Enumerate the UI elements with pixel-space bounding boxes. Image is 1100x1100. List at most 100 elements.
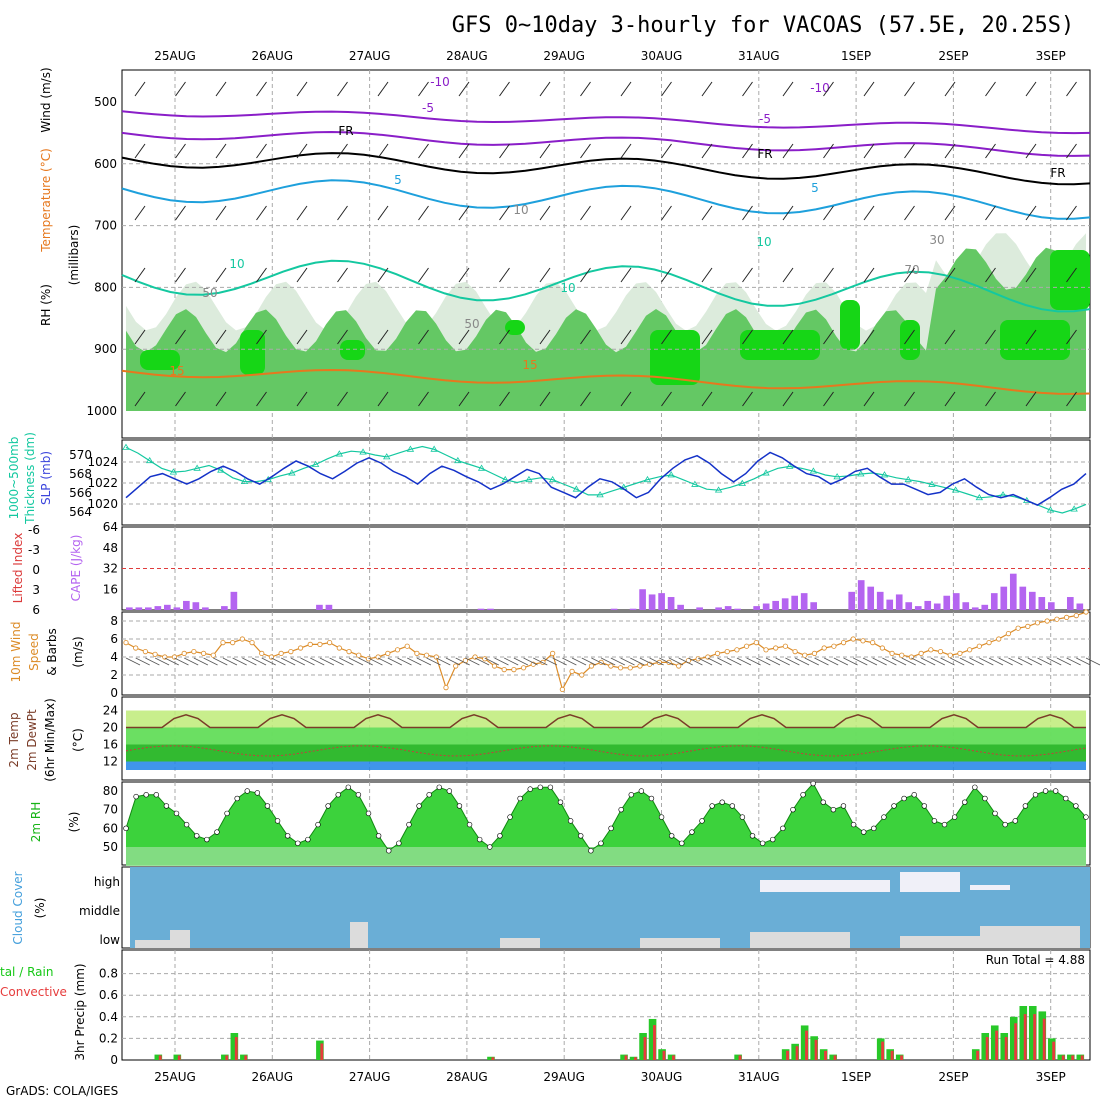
cape-bar: [772, 600, 779, 610]
wind-barb-icon: [824, 657, 839, 666]
cape-bar: [1038, 597, 1046, 610]
wind-barb-icon: [904, 267, 915, 283]
temp-ylabel-unit: (°C): [71, 728, 85, 752]
wind-barb-icon: [823, 81, 834, 97]
wind-barb-icon: [891, 657, 907, 666]
wind-barb-icon: [256, 81, 267, 97]
thickness-point: [477, 464, 486, 471]
wind-barb-icon: [296, 329, 308, 345]
rh-point: [426, 792, 432, 798]
wind-barb-icon: [337, 81, 348, 97]
wind-barb-icon: [418, 205, 429, 221]
wind-barb-icon: [1066, 391, 1077, 407]
cape-tick: 16: [103, 582, 118, 596]
wind-barb-icon: [944, 267, 956, 283]
wind-barb-icon: [904, 81, 915, 97]
wind-speed-point: [375, 654, 381, 660]
cape-bar: [487, 608, 494, 610]
high-cloud: [900, 872, 960, 892]
wind-barb-icon: [134, 267, 146, 283]
wind-speed-point: [967, 647, 973, 653]
convective-bar: [1080, 1055, 1084, 1060]
wind-speed-point: [763, 647, 769, 653]
wind-barb-icon: [862, 657, 878, 666]
wind-barb-icon: [377, 657, 393, 666]
precip-bar: [1000, 1033, 1009, 1060]
wind-barb-icon: [377, 81, 389, 97]
wind-barb-icon: [135, 657, 150, 666]
wind-barb-icon: [215, 391, 227, 407]
convective-bar: [985, 1037, 989, 1060]
panel-frame: [121, 69, 1091, 439]
wind-speed-point: [782, 643, 788, 649]
cape-bar: [1000, 586, 1008, 610]
rh-point: [183, 821, 190, 828]
pressure-tick: 1000: [86, 404, 117, 418]
rh-point: [951, 814, 958, 820]
li-tick: 3: [32, 583, 40, 597]
convective-bar: [1014, 1023, 1018, 1060]
slp-ylabel-thickness-a: 1000~500mb: [7, 437, 21, 520]
wind-speed-point: [744, 643, 750, 649]
wind-barb-icon: [661, 81, 672, 97]
convective-bar: [881, 1041, 885, 1060]
wind-speed-point: [1083, 609, 1089, 615]
wind-barb-icon: [251, 657, 267, 666]
wind-barb-icon: [814, 657, 829, 666]
wind-barb-icon: [630, 657, 645, 666]
wind-barb-icon: [474, 657, 490, 666]
wind-speed-point: [860, 638, 866, 644]
contour-label: 50: [464, 317, 479, 331]
rh-point: [123, 825, 129, 832]
cape-bar: [724, 606, 732, 610]
wind-ylabel-unit: (m/s): [71, 636, 85, 667]
profile-panel: 500 600 700 800 900 1000 -10 -10 -5 -5 FR FR FR 5 5 10 1…: [39, 67, 1091, 439]
wind-barb-icon: [552, 657, 567, 666]
cape-bar: [316, 604, 323, 610]
wind-speed-point: [394, 647, 401, 653]
convective-bar: [738, 1055, 742, 1060]
wind-barb-icon: [950, 657, 965, 666]
wind-barb-icon: [499, 391, 510, 407]
precip-bar: [1047, 1038, 1056, 1060]
precip-bar: [829, 1054, 837, 1060]
convective-bar: [1033, 1014, 1037, 1060]
rh-point: [436, 784, 442, 790]
date-label-bottom: 31AUG: [738, 1070, 780, 1084]
wind-barb-icon: [580, 81, 591, 97]
rh-point: [840, 803, 847, 809]
thickness-point: [785, 462, 794, 469]
wind-barb-icon: [215, 143, 227, 159]
precip-tick: 0.2: [99, 1031, 118, 1045]
cape-bar: [715, 607, 722, 610]
wind-barb-icon: [571, 657, 587, 666]
wind-barb-icon: [985, 205, 996, 221]
rh-point: [335, 792, 341, 798]
wind-speed-point: [879, 645, 885, 651]
date-label-top: 1SEP: [841, 49, 871, 63]
slp-ylabel-slp: SLP (mb): [39, 451, 53, 505]
wind-barb-icon: [930, 657, 946, 666]
rh-point: [214, 829, 220, 835]
low-cloud: [750, 932, 850, 948]
wind-speed-point: [976, 643, 982, 649]
wind-barb-icon: [256, 391, 267, 407]
cape-bar: [639, 589, 646, 610]
rh-point: [143, 792, 149, 798]
precip-bar: [620, 1054, 628, 1060]
precip-bar: [895, 1054, 904, 1060]
wind-barb-icon: [458, 391, 470, 407]
cape-ylabel-cape: CAPE (J/kg): [69, 535, 83, 602]
thickness-point: [975, 493, 984, 501]
wind-barb-icon: [736, 657, 752, 666]
wind-barb-icon: [377, 391, 389, 407]
wind-barb-icon: [988, 657, 1004, 666]
wind-barb-icon: [296, 391, 308, 407]
rh-high-cell: [505, 320, 525, 335]
rh-point: [800, 792, 806, 798]
cape-bar: [154, 606, 162, 610]
wind-barb-icon: [175, 329, 186, 345]
wind-barb-icon: [134, 205, 146, 221]
rh-point: [497, 833, 503, 839]
